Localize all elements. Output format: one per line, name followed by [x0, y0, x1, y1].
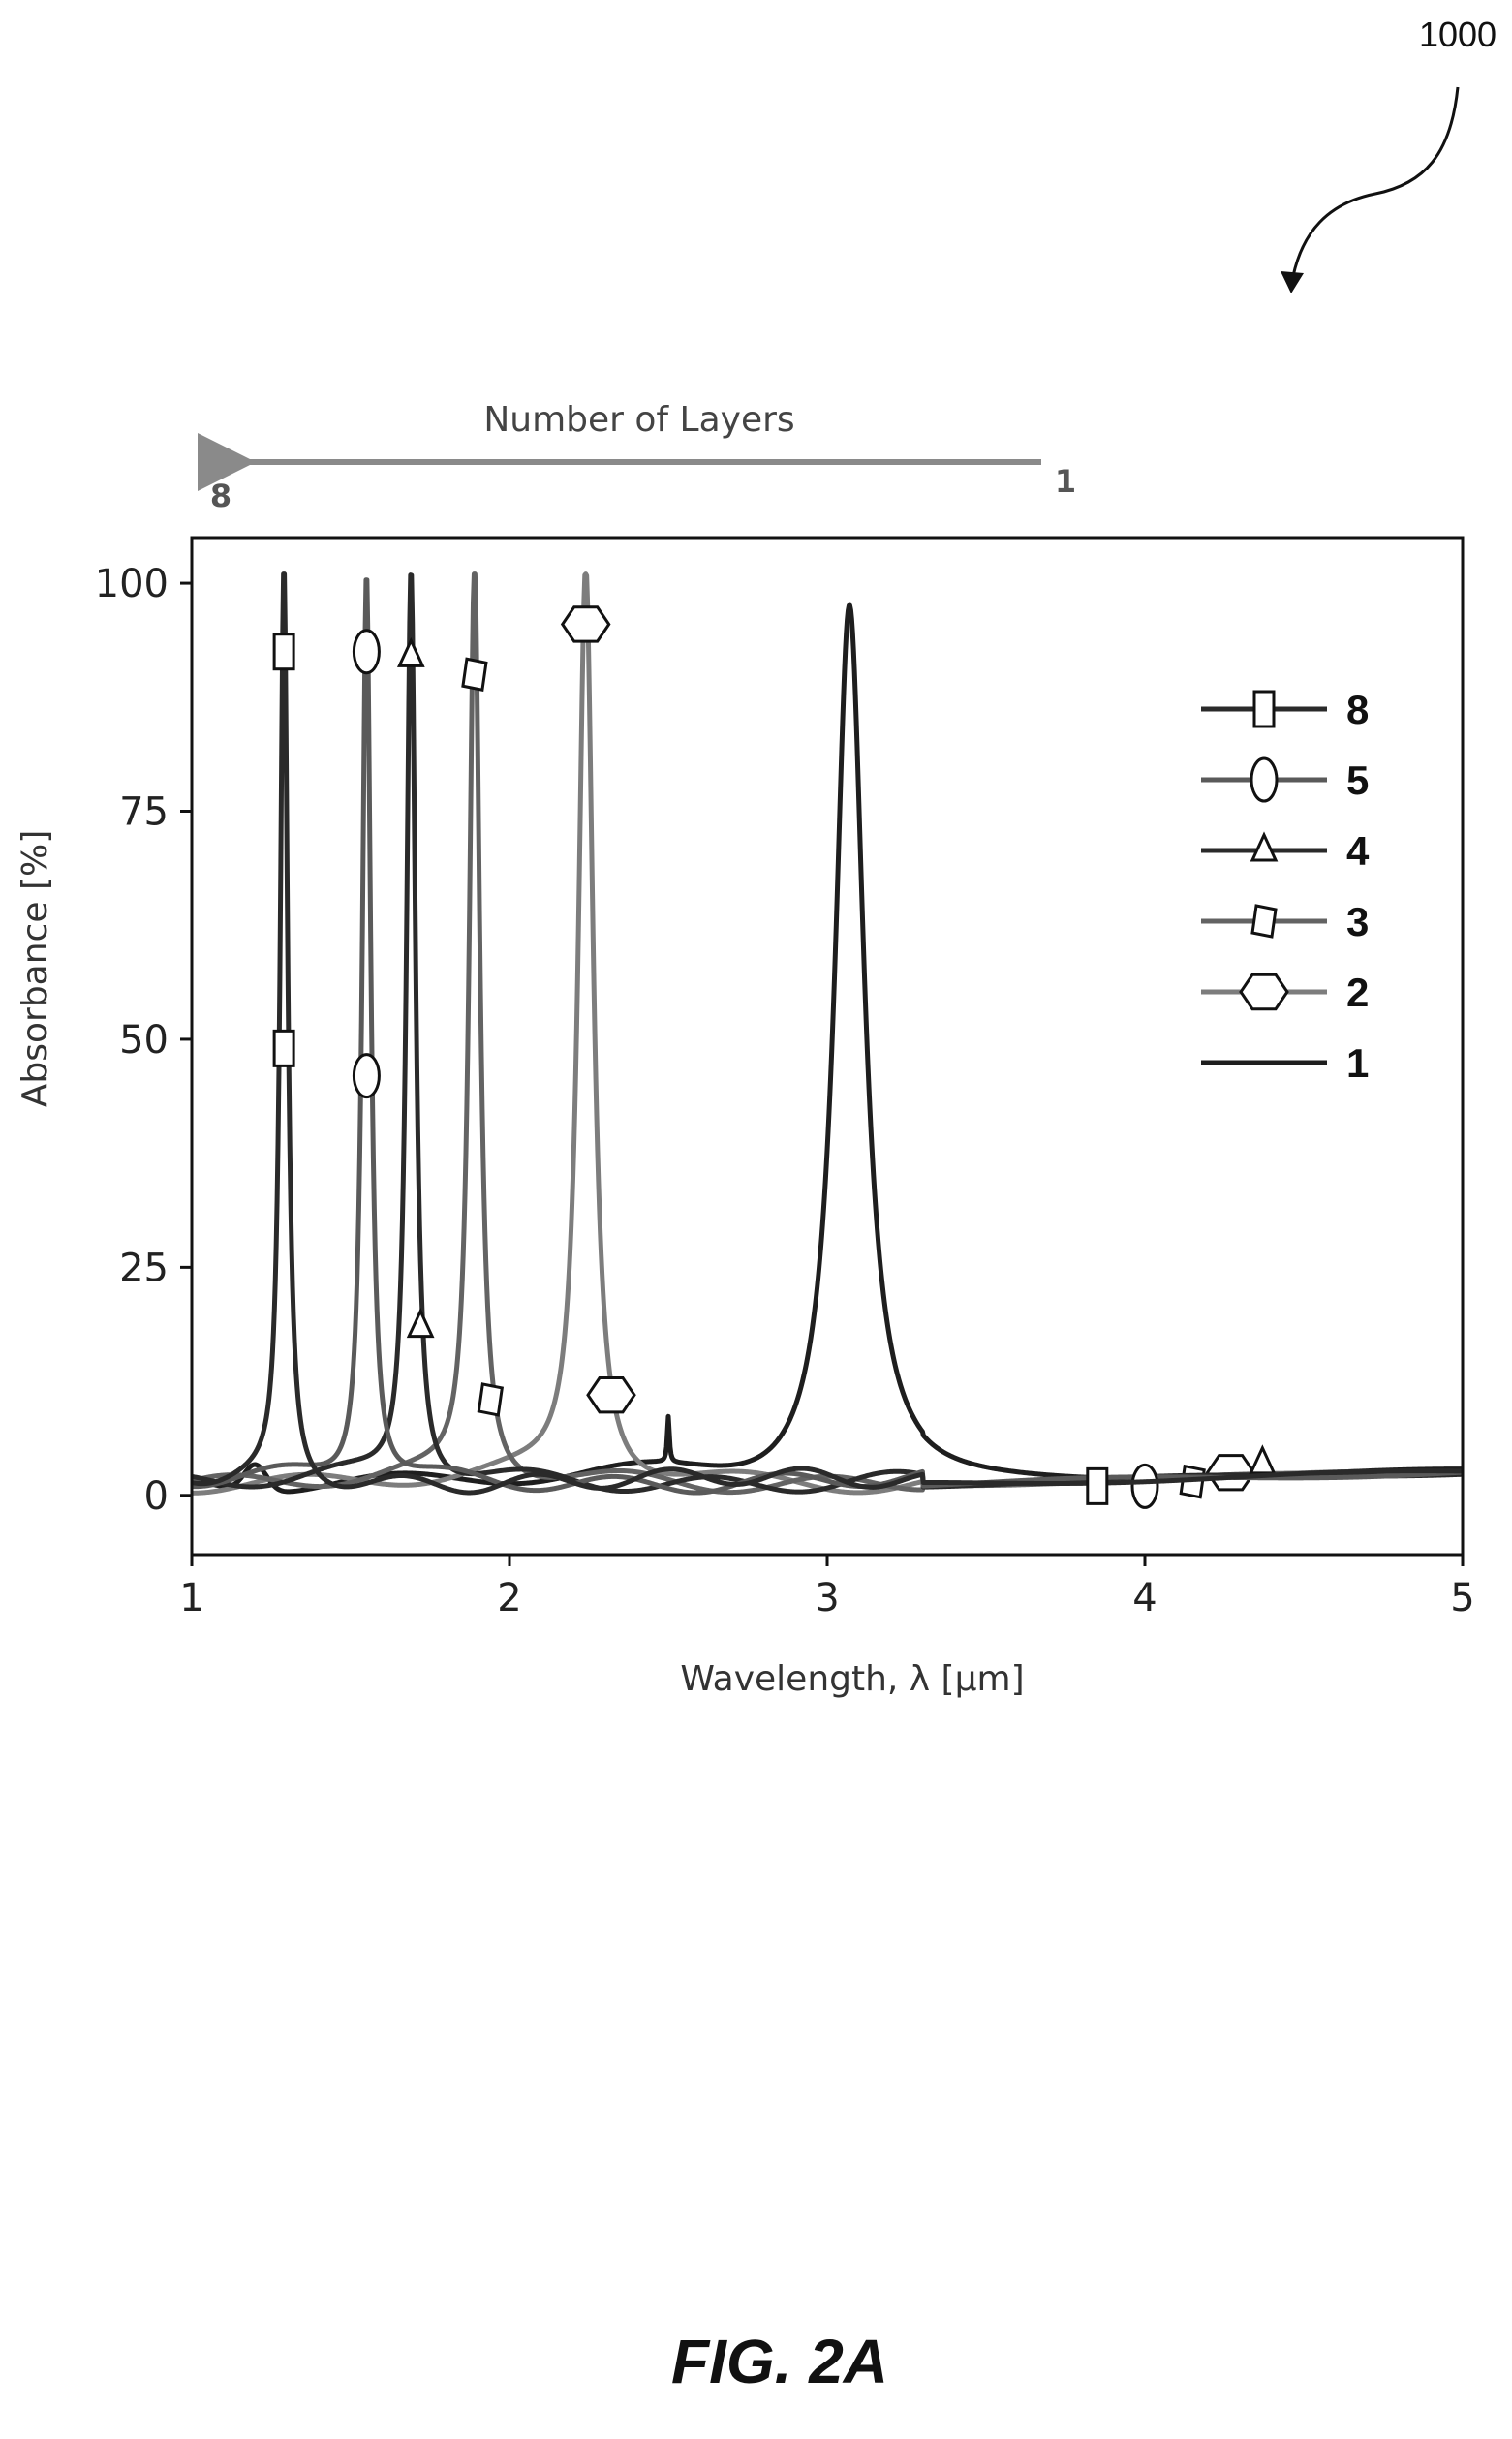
- series-marker-8: [272, 633, 295, 671]
- legend-entry-4: 4: [1201, 828, 1370, 874]
- reference-leader-arrow-icon: [1281, 86, 1460, 293]
- series-marker-2: [586, 1376, 636, 1414]
- layers-annotation-right-end: 1: [1055, 463, 1076, 500]
- y-tick-label: 50: [119, 1018, 169, 1063]
- series-marker-4: [1249, 1444, 1277, 1475]
- series-marker-2: [560, 605, 611, 643]
- y-tick-label: 75: [119, 790, 169, 835]
- legend-marker: [1252, 690, 1276, 728]
- y-axis-label: Absorbance [%]: [15, 830, 55, 1107]
- series-1: [190, 602, 1465, 1495]
- legend-entry-2: 2: [1201, 970, 1369, 1015]
- series-marker-8: [1086, 1466, 1109, 1505]
- layers-annotation-label: Number of Layers: [483, 400, 794, 440]
- figure-reference-number: 1000: [1419, 15, 1497, 54]
- legend-marker: [1250, 904, 1278, 939]
- x-tick-label: 1: [179, 1576, 203, 1621]
- legend-label: 4: [1346, 828, 1370, 874]
- legend-label: 5: [1346, 757, 1369, 803]
- figure-caption: FIG. 2A: [671, 2327, 888, 2396]
- series-marker-5: [352, 629, 381, 675]
- y-tick-label: 25: [119, 1246, 169, 1290]
- legend-label: 2: [1346, 970, 1369, 1015]
- x-tick-label: 3: [815, 1576, 839, 1621]
- series-line-8: [190, 571, 1465, 1496]
- x-tick-label: 5: [1450, 1576, 1474, 1621]
- legend-entry-3: 3: [1201, 899, 1369, 944]
- legend-entry-8: 8: [1201, 687, 1369, 732]
- series-marker-3: [477, 1382, 505, 1417]
- legend-marker: [1250, 756, 1279, 803]
- legend-entry-1: 1: [1201, 1040, 1369, 1086]
- series-line-1: [190, 602, 1465, 1495]
- x-axis-label: Wavelength, λ [μm]: [680, 1659, 1024, 1699]
- legend-label: 8: [1346, 687, 1369, 732]
- legend-label: 3: [1346, 899, 1369, 944]
- layers-annotation-left-end: 8: [210, 478, 231, 514]
- y-tick-label: 100: [95, 562, 169, 606]
- series-marker-3: [461, 657, 488, 693]
- legend: 8 5 4 3 2 1: [1201, 687, 1370, 1086]
- legend-entry-5: 5: [1201, 756, 1369, 803]
- series-8: [190, 571, 1465, 1505]
- legend-marker: [1239, 973, 1289, 1011]
- plot-area: [190, 571, 1465, 1509]
- series-marker-5: [352, 1053, 381, 1099]
- layers-annotation: Number of Layers 8 1: [198, 400, 1076, 514]
- series-marker-5: [1130, 1463, 1159, 1509]
- series-marker-4: [396, 636, 425, 667]
- x-tick-label: 2: [497, 1576, 521, 1621]
- y-tick-label: 0: [144, 1474, 169, 1519]
- legend-label: 1: [1346, 1040, 1369, 1086]
- legend-marker: [1250, 831, 1279, 862]
- series-marker-8: [272, 1029, 295, 1067]
- series-marker-4: [406, 1307, 435, 1339]
- x-tick-label: 4: [1132, 1576, 1157, 1621]
